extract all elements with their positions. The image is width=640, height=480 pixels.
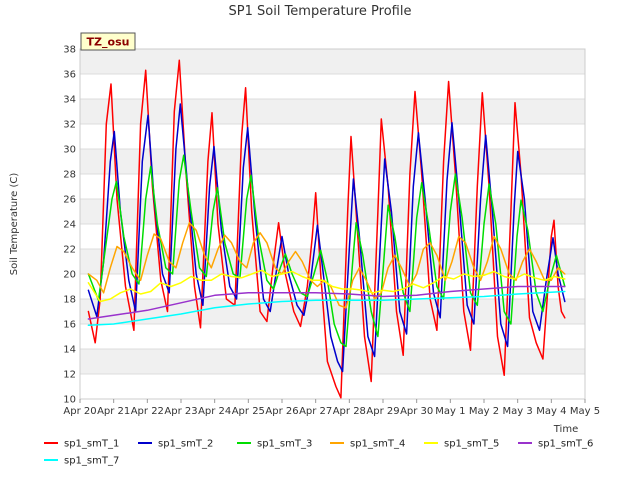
legend-label: sp1_smT_6 bbox=[538, 439, 593, 450]
x-tick-label: Apr 26 bbox=[265, 406, 298, 417]
x-tick-label: Apr 23 bbox=[164, 406, 197, 417]
y-tick-label: 36 bbox=[63, 70, 76, 81]
background-band bbox=[80, 149, 585, 174]
legend-item-sp1_smT_2: sp1_smT_2 bbox=[138, 439, 213, 450]
y-tick-label: 30 bbox=[63, 145, 76, 156]
plot-frame bbox=[79, 48, 586, 400]
x-tick-label: Apr 22 bbox=[131, 406, 164, 417]
x-tick-label: Apr 28 bbox=[333, 406, 366, 417]
x-tick-label: Apr 25 bbox=[232, 406, 265, 417]
legend: sp1_smT_1 sp1_smT_2 sp1_smT_3 sp1_smT_4 sp1_… bbox=[44, 439, 593, 467]
y-tick-label: 18 bbox=[63, 295, 76, 306]
x-axis-label: Time bbox=[553, 424, 578, 435]
x-tick-label: Apr 21 bbox=[97, 406, 130, 417]
y-axis-label: Soil Temperature (C) bbox=[9, 173, 20, 276]
x-tick-label: May 5 bbox=[570, 406, 600, 417]
series-line-sp1_smT_6 bbox=[87, 285, 566, 320]
y-tick-label: 26 bbox=[63, 195, 76, 206]
legend-label: sp1_smT_1 bbox=[64, 439, 119, 450]
y-tick-label: 16 bbox=[63, 320, 76, 331]
legend-item-sp1_smT_3: sp1_smT_3 bbox=[237, 439, 312, 450]
y-tick-label: 28 bbox=[63, 170, 76, 181]
x-tick-label: May 2 bbox=[469, 406, 499, 417]
site-label-box bbox=[80, 32, 136, 51]
x-tick-label: Apr 24 bbox=[198, 406, 231, 417]
x-tick-label: Apr 20 bbox=[63, 406, 96, 417]
y-tick-label: 14 bbox=[63, 345, 76, 356]
y-tick-label: 24 bbox=[63, 220, 76, 231]
site-label-badge: TZ_osu bbox=[80, 32, 136, 51]
x-tick-label: Apr 29 bbox=[366, 406, 399, 417]
legend-item-sp1_smT_4: sp1_smT_4 bbox=[330, 439, 405, 450]
y-tick-label: 38 bbox=[63, 45, 76, 56]
background-band bbox=[80, 99, 585, 124]
x-tick-label: May 3 bbox=[503, 406, 533, 417]
legend-label: sp1_smT_3 bbox=[257, 439, 312, 450]
y-tick-label: 10 bbox=[63, 395, 76, 406]
legend-item-sp1_smT_7: sp1_smT_7 bbox=[44, 456, 119, 467]
y-tick-label: 22 bbox=[63, 245, 76, 256]
x-tick-label: May 4 bbox=[536, 406, 566, 417]
legend-label: sp1_smT_7 bbox=[64, 456, 119, 467]
series-line-sp1_smT_7 bbox=[87, 290, 566, 327]
legend-label: sp1_smT_4 bbox=[350, 439, 405, 450]
chart-title: SP1 Soil Temperature Profile bbox=[229, 4, 412, 19]
background-band bbox=[80, 49, 585, 74]
series-line-sp1_smT_1 bbox=[87, 59, 566, 399]
y-tick-label: 12 bbox=[63, 370, 76, 381]
site-label: TZ_osu bbox=[87, 36, 130, 49]
legend-label: sp1_smT_5 bbox=[444, 439, 499, 450]
y-axis-tick-labels: 10 12 14 16 18 20 22 24 26 28 30 32 34 36 38 bbox=[63, 45, 76, 406]
series-line-sp1_smT_5 bbox=[87, 269, 566, 303]
series-line-sp1_smT_2 bbox=[87, 103, 566, 373]
legend-item-sp1_smT_5: sp1_smT_5 bbox=[424, 439, 499, 450]
background-band bbox=[80, 199, 585, 224]
y-tick-label: 32 bbox=[63, 120, 76, 131]
background-band bbox=[80, 349, 585, 374]
legend-item-sp1_smT_6: sp1_smT_6 bbox=[518, 439, 593, 450]
legend-item-sp1_smT_1: sp1_smT_1 bbox=[44, 439, 119, 450]
y-tick-label: 34 bbox=[63, 95, 76, 106]
series-lines bbox=[87, 59, 566, 399]
y-tick-label: 20 bbox=[63, 270, 76, 281]
series-line-sp1_smT_3 bbox=[87, 154, 566, 348]
legend-label: sp1_smT_2 bbox=[158, 439, 213, 450]
x-tick-label: Apr 27 bbox=[299, 406, 332, 417]
x-tick-label: May 1 bbox=[435, 406, 465, 417]
x-axis-tick-labels: Apr 20 Apr 21 Apr 22 Apr 23 Apr 24 Apr 25 Apr … bbox=[63, 399, 600, 417]
x-tick-label: Apr 30 bbox=[400, 406, 433, 417]
